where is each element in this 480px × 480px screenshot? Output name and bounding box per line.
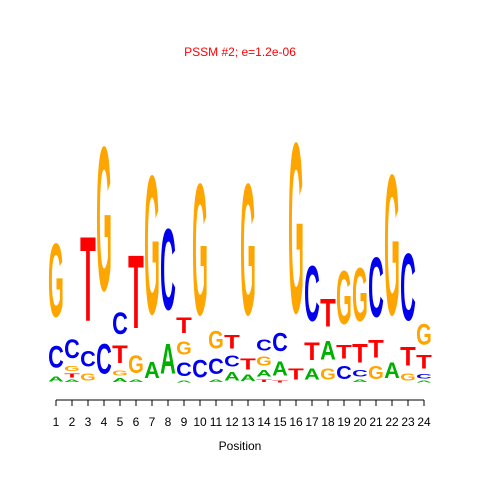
logo-letter: T bbox=[128, 235, 144, 352]
x-tick-label: 1 bbox=[53, 415, 60, 429]
x-tick-label: 3 bbox=[85, 415, 92, 429]
x-tick-label: 10 bbox=[193, 415, 207, 429]
logo-letter: A bbox=[240, 373, 256, 383]
logo-letter: G bbox=[208, 327, 224, 354]
logo-letter: G bbox=[416, 319, 432, 352]
logo-letter: A bbox=[352, 379, 368, 383]
logo-letter: C bbox=[160, 204, 176, 335]
logo-letter: C bbox=[400, 233, 416, 341]
x-tick-label: 9 bbox=[181, 415, 188, 429]
x-tick-label: 15 bbox=[273, 415, 287, 429]
logo-letter: C bbox=[368, 241, 384, 336]
logo-letter: C bbox=[352, 368, 368, 378]
logo-letter: G bbox=[400, 372, 416, 384]
logo-letter: T bbox=[288, 366, 304, 383]
logo-letter: G bbox=[352, 252, 368, 338]
logo-letter: C bbox=[112, 306, 128, 341]
logo-letter: A bbox=[272, 358, 288, 380]
x-tick-label: 7 bbox=[149, 415, 156, 429]
logo-letter: C bbox=[96, 336, 112, 384]
logo-letter: A bbox=[48, 375, 64, 384]
x-tick-label: 18 bbox=[321, 415, 335, 429]
x-tick-label: 13 bbox=[241, 415, 255, 429]
logo-letter: T bbox=[304, 339, 320, 366]
logo-letter: G bbox=[48, 222, 64, 339]
logo-letter: C bbox=[80, 346, 96, 371]
logo-letter: T bbox=[320, 292, 336, 336]
x-tick-label: 8 bbox=[165, 415, 172, 429]
logo-letter: G bbox=[256, 354, 272, 369]
logo-letter: T bbox=[256, 379, 273, 383]
logo-letter: A bbox=[128, 379, 144, 383]
logo-letter: G bbox=[112, 369, 128, 378]
logo-letter: A bbox=[176, 380, 192, 383]
logo-letter: T bbox=[368, 336, 384, 363]
logo-letter: C bbox=[48, 340, 64, 375]
x-tick-label: 19 bbox=[337, 415, 351, 429]
x-tick-label: 24 bbox=[417, 415, 431, 429]
logo-letter: A bbox=[320, 336, 336, 366]
logo-letter: G bbox=[64, 365, 80, 374]
logo-letter: A bbox=[384, 358, 400, 383]
x-tick-label: 22 bbox=[385, 415, 399, 429]
logo-letter: T bbox=[224, 330, 240, 352]
logo-letter: A bbox=[112, 378, 128, 384]
logo-letter: C bbox=[336, 364, 352, 384]
logo-letter: G bbox=[320, 366, 336, 383]
x-tick-label: 14 bbox=[257, 415, 271, 429]
x-tick-label: 4 bbox=[101, 415, 108, 429]
logo-letter: C bbox=[176, 359, 192, 381]
logo-letter: T bbox=[336, 341, 352, 363]
logo-letter: G bbox=[384, 134, 400, 358]
logo-letter: G bbox=[368, 364, 384, 384]
logo-letter: C bbox=[416, 373, 432, 380]
logo-letter: G bbox=[80, 372, 96, 384]
x-tick-label: 12 bbox=[225, 415, 239, 429]
x-tick-label: 16 bbox=[289, 415, 303, 429]
logo-letter: G bbox=[96, 104, 112, 333]
logo-letter: C bbox=[304, 251, 320, 338]
logo-letter: T bbox=[80, 212, 96, 346]
logo-letter: G bbox=[336, 254, 352, 340]
logo-letter: A bbox=[416, 380, 432, 383]
logo-letter: C bbox=[272, 328, 288, 357]
logo-letter: T bbox=[272, 380, 288, 383]
logo-letter: G bbox=[128, 351, 144, 378]
logo-letter: A bbox=[64, 379, 80, 383]
logo-letter: C bbox=[64, 335, 80, 365]
logo-letter: A bbox=[144, 357, 160, 383]
logo-letter: C bbox=[192, 355, 208, 383]
x-tick-label: 17 bbox=[305, 415, 319, 429]
x-axis-label: Position bbox=[219, 439, 262, 453]
logo-letter: G bbox=[288, 92, 304, 364]
logo-letter: G bbox=[192, 145, 208, 355]
logo-letter: G bbox=[144, 135, 160, 356]
logo-letter: G bbox=[176, 339, 192, 359]
logo-letter: A bbox=[256, 368, 272, 378]
x-tick-label: 20 bbox=[353, 415, 367, 429]
chart-title: PSSM #2; e=1.2e-06 bbox=[184, 45, 296, 59]
logo-letter: T bbox=[176, 314, 192, 339]
logo-letter: A bbox=[224, 370, 240, 383]
logo-letter: T bbox=[416, 351, 432, 373]
x-tick-label: 23 bbox=[401, 415, 415, 429]
x-tick-label: 21 bbox=[369, 415, 383, 429]
logo-letter: T bbox=[400, 341, 416, 372]
x-tick-label: 11 bbox=[210, 415, 223, 429]
x-tick-label: 5 bbox=[117, 415, 124, 429]
logo-letter: T bbox=[64, 373, 81, 379]
logo-letter: A bbox=[304, 366, 320, 383]
x-tick-label: 2 bbox=[69, 415, 76, 429]
logo-letter: A bbox=[160, 336, 176, 384]
logo-letter: C bbox=[224, 353, 240, 370]
logo-letter: T bbox=[112, 342, 128, 369]
logo-letter: C bbox=[256, 337, 272, 354]
x-tick-label: 6 bbox=[133, 415, 140, 429]
logo-letter: T bbox=[240, 356, 256, 373]
logo-letter: C bbox=[208, 354, 224, 379]
logo-letter: T bbox=[352, 338, 368, 369]
logo-letter: A bbox=[208, 379, 224, 383]
logo-letter: G bbox=[240, 145, 256, 355]
